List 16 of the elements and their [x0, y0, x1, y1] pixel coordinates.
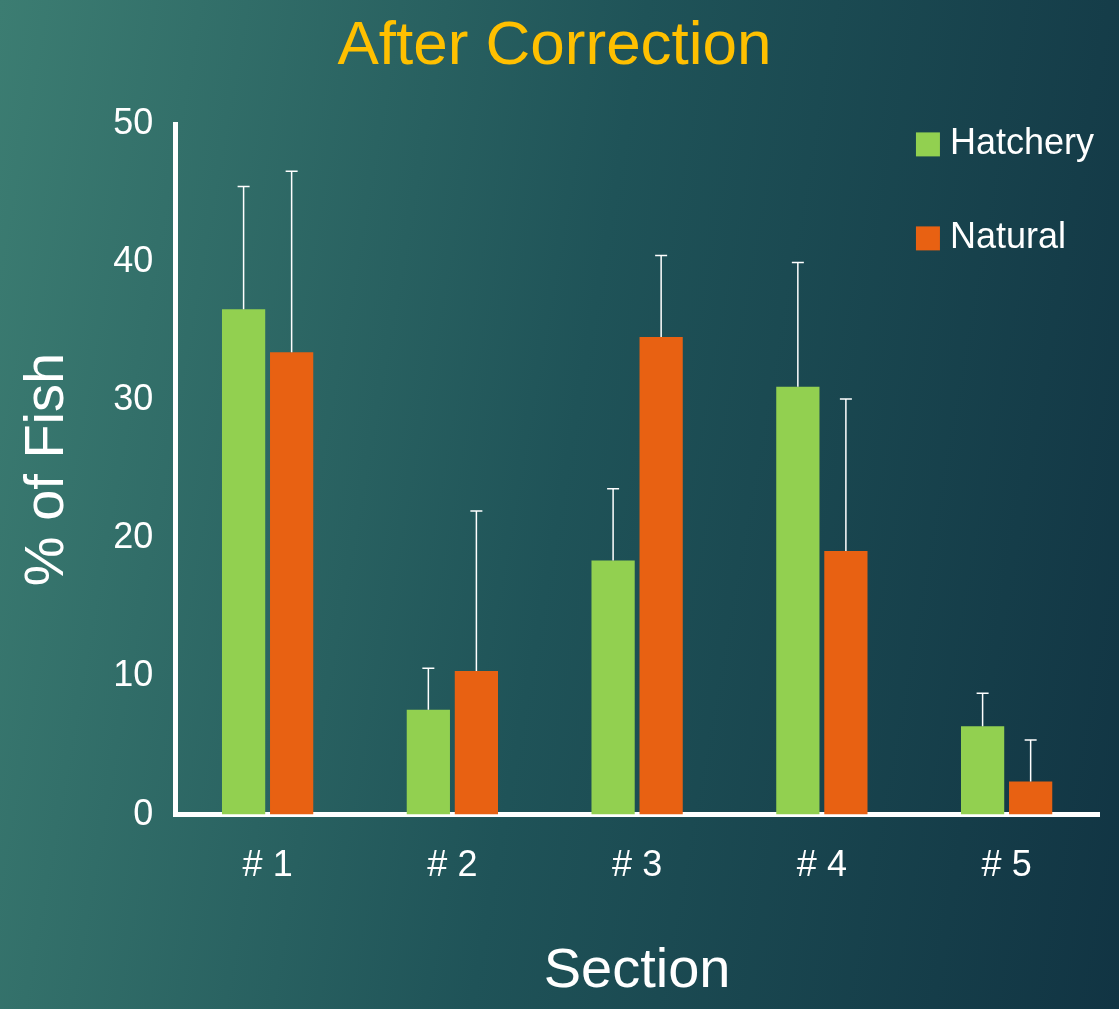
y-tick-label: 0	[133, 791, 154, 833]
x-axis-title: Section	[543, 935, 731, 999]
chart-title: After Correction	[337, 8, 772, 78]
x-tick-label: # 2	[427, 843, 478, 885]
y-tick-label: 50	[113, 101, 154, 143]
x-tick-label: # 5	[981, 843, 1032, 885]
y-axis-title: % of Fish	[12, 352, 76, 587]
y-tick-label: 40	[113, 239, 154, 281]
legend-label: Hatchery	[949, 121, 1095, 163]
y-tick-label: 10	[113, 653, 154, 695]
x-tick-label: # 4	[796, 843, 847, 885]
y-tick-label: 20	[113, 515, 154, 557]
legend-label: Natural	[949, 215, 1067, 257]
x-tick-label: # 1	[242, 843, 293, 885]
y-tick-label: 30	[113, 377, 154, 419]
x-tick-label: # 3	[612, 843, 663, 885]
